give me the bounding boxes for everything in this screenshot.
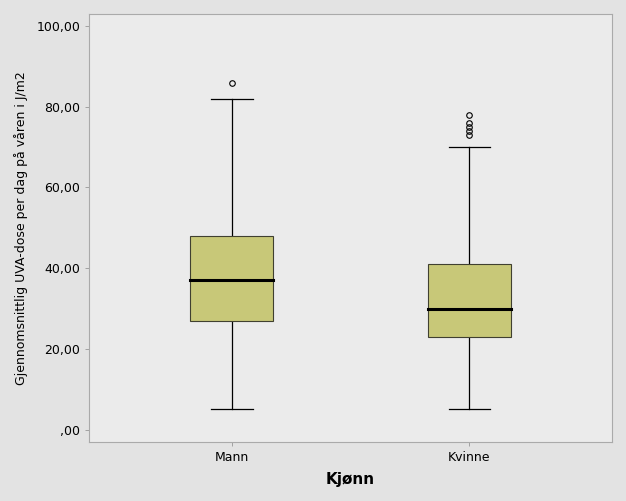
Bar [190, 236, 274, 321]
Bar [428, 264, 511, 337]
Y-axis label: Gjennomsnittlig UVA-dose per dag på våren i J/m2: Gjennomsnittlig UVA-dose per dag på våre… [14, 71, 28, 385]
X-axis label: Kjønn: Kjønn [326, 472, 375, 487]
